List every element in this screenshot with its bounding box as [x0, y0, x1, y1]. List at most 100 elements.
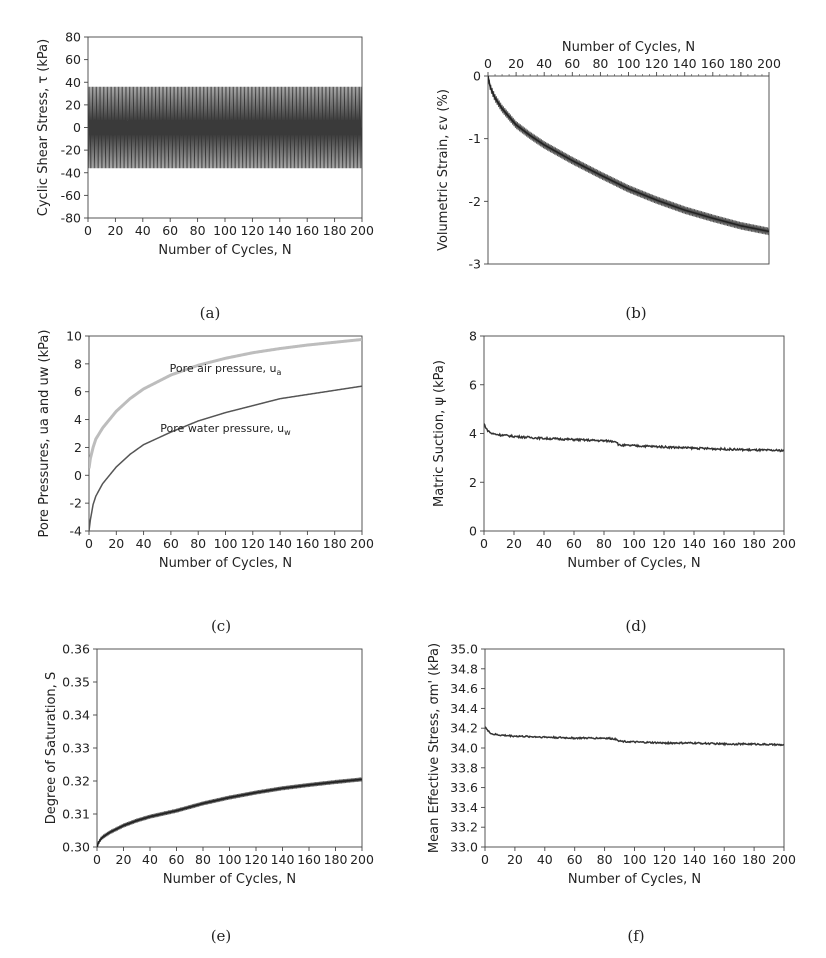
annotation-subscript: a — [276, 368, 281, 377]
y-tick-label: 0 — [473, 69, 481, 84]
plot-data — [88, 86, 362, 169]
x-tick-label: 40 — [135, 223, 151, 238]
y-tick-label: -2 — [469, 194, 481, 209]
y-tick-label: 8 — [469, 329, 477, 344]
x-tick-label: 80 — [597, 852, 613, 867]
x-tick-label: 140 — [673, 56, 697, 71]
x-tick-label: 100 — [623, 852, 647, 867]
x-tick-label: 60 — [566, 536, 582, 551]
panel-caption: (d) — [625, 617, 646, 635]
x-tick-label: 160 — [712, 852, 736, 867]
y-tick-label: -1 — [469, 131, 481, 146]
x-tick-label: 100 — [213, 223, 237, 238]
y-axis-label: Degree of Saturation, S — [44, 672, 59, 824]
y-tick-label: 34.4 — [450, 701, 478, 716]
y-tick-label: 60 — [65, 52, 81, 67]
panel-caption: (a) — [200, 304, 221, 322]
y-tick-label: 10 — [66, 329, 82, 344]
annotation-main: Pore water pressure, u — [160, 422, 284, 435]
y-tick-label: 4 — [74, 412, 82, 427]
y-tick-label: 0.30 — [62, 840, 90, 855]
y-axis-label: Mean Effective Stress, σm' (kPa) — [427, 643, 442, 853]
y-tick-label: -60 — [61, 188, 81, 203]
x-tick-label: 120 — [652, 536, 676, 551]
y-tick-label: -20 — [61, 143, 81, 158]
x-tick-label: 200 — [350, 536, 374, 551]
stress-oscillation-series — [88, 86, 362, 169]
panel-caption: (e) — [211, 927, 232, 945]
x-tick-label: 120 — [645, 56, 669, 71]
plot-frame — [484, 648, 785, 848]
x-tick-label: 80 — [592, 56, 608, 71]
y-tick-label: 33.2 — [450, 820, 478, 835]
y-tick-label: -3 — [469, 257, 481, 272]
x-tick-label: 140 — [271, 852, 295, 867]
plot-frame — [88, 335, 363, 532]
y-tick-label: 0.33 — [62, 741, 90, 756]
x-tick-label: 20 — [108, 536, 124, 551]
series-line — [97, 778, 362, 847]
pore-water-pressure-line — [89, 385, 362, 531]
x-tick-label: 160 — [295, 536, 319, 551]
x-tick-label: 60 — [567, 852, 583, 867]
y-tick-label: 35.0 — [450, 642, 478, 657]
y-tick-label: 0.35 — [62, 675, 90, 690]
x-tick-label: 60 — [162, 223, 178, 238]
x-tick-label: 120 — [244, 852, 268, 867]
pore-air-pressure-line — [89, 337, 362, 469]
x-tick-label: 100 — [617, 56, 641, 71]
chart-panel-1: -3 -2 -1 00 20 40 60 80 100 120 140 160 180 200 Number… — [436, 40, 781, 322]
x-tick-label: 40 — [136, 536, 152, 551]
x-tick-label: 80 — [190, 223, 206, 238]
plot-frame — [483, 335, 785, 532]
x-tick-label: 180 — [742, 852, 766, 867]
y-tick-label: 20 — [65, 97, 81, 112]
x-axis-label: Number of Cycles, N — [568, 872, 701, 887]
x-tick-label: 140 — [682, 852, 706, 867]
plot-frame — [487, 75, 770, 265]
y-axis-label: Volumetric Strain, εv (%) — [436, 89, 451, 251]
panel-caption: (f) — [627, 927, 644, 945]
x-axis-label: Number of Cycles, N — [158, 243, 291, 258]
annotation-main: Pore air pressure, u — [170, 362, 277, 375]
x-tick-label: 140 — [268, 223, 292, 238]
plot-data — [484, 423, 784, 453]
y-tick-label: 34.6 — [450, 681, 478, 696]
y-tick-label: 33.4 — [450, 800, 478, 815]
x-tick-label: 200 — [350, 223, 374, 238]
x-tick-label: 40 — [536, 56, 552, 71]
chart-panel-4: 0.30 0.31 0.32 0.33 0.34 0.35 0.36 0 20 40 60 80 100… — [44, 642, 374, 946]
x-tick-label: 20 — [506, 536, 522, 551]
y-tick-label: 2 — [469, 475, 477, 490]
x-tick-label: 180 — [324, 852, 348, 867]
x-tick-label: 20 — [508, 56, 524, 71]
y-tick-label: -40 — [61, 165, 81, 180]
y-tick-label: 8 — [74, 356, 82, 371]
x-tick-label: 0 — [480, 536, 488, 551]
y-tick-label: 33.6 — [450, 780, 478, 795]
y-tick-label: -80 — [61, 211, 81, 226]
y-tick-label: 33.0 — [450, 840, 478, 855]
x-tick-label: 80 — [596, 536, 612, 551]
x-tick-label: 40 — [142, 852, 158, 867]
y-tick-label: 34.8 — [450, 661, 478, 676]
y-tick-label: 2 — [74, 440, 82, 455]
x-axis-label: Number of Cycles, N — [562, 40, 695, 55]
x-tick-label: 40 — [537, 852, 553, 867]
x-tick-label: 0 — [481, 852, 489, 867]
y-axis-label: Matric Suction, ψ (kPa) — [432, 360, 447, 507]
x-tick-label: 20 — [116, 852, 132, 867]
x-tick-label: 160 — [295, 223, 319, 238]
x-axis-label: Number of Cycles, N — [567, 556, 700, 571]
x-tick-label: 0 — [84, 223, 92, 238]
x-tick-label: 40 — [536, 536, 552, 551]
x-tick-label: 200 — [772, 536, 796, 551]
y-tick-label: 0.31 — [62, 807, 90, 822]
x-tick-label: 80 — [190, 536, 206, 551]
y-tick-label: 34.0 — [450, 741, 478, 756]
x-tick-label: 160 — [712, 536, 736, 551]
x-tick-label: 100 — [622, 536, 646, 551]
